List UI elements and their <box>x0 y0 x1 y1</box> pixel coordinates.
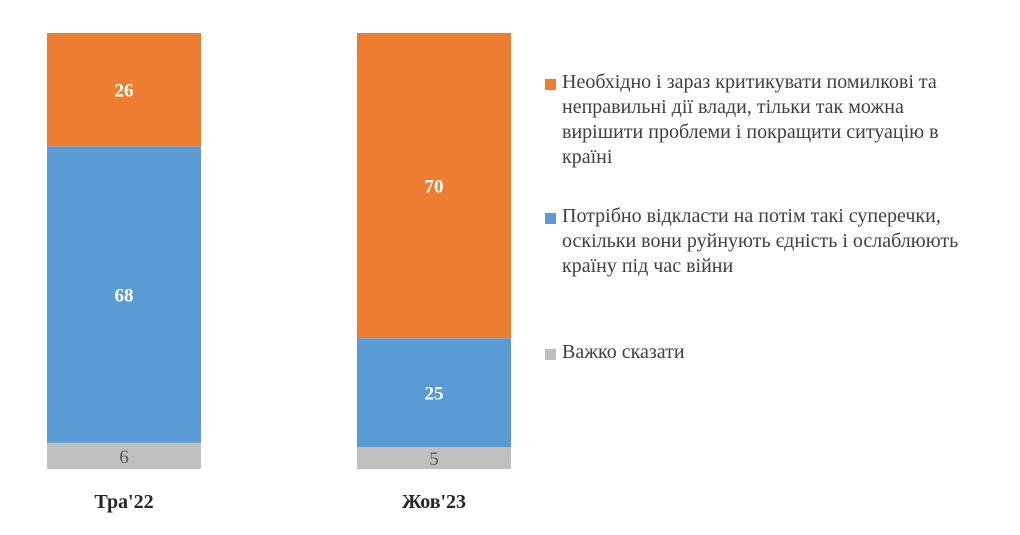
legend-label-2: Необхідно і зараз критикувати помилкові … <box>562 71 939 168</box>
bar-segment-1-2 <box>357 33 511 339</box>
data-label-1-2: 70 <box>425 177 444 198</box>
data-label-0-1: 68 <box>115 286 134 307</box>
category-label-0: Тра'22 <box>94 491 153 513</box>
legend-item-1: Потрібно відкласти на потім такі супереч… <box>545 204 982 279</box>
legend-swatch-0 <box>545 349 556 360</box>
bar-segment-1-0 <box>357 447 511 469</box>
data-label-0-0: 6 <box>119 447 129 468</box>
legend-item-0: Важко сказати <box>545 340 982 365</box>
legend-swatch-1 <box>545 213 556 224</box>
data-label-0-2: 26 <box>115 81 134 102</box>
category-label-1: Жов'23 <box>402 491 466 513</box>
bar-segment-0-2 <box>47 33 201 147</box>
bar-segment-1-1 <box>357 338 511 448</box>
bar-segment-0-1 <box>47 146 201 443</box>
legend-label-1: Потрібно відкласти на потім такі супереч… <box>562 205 959 277</box>
data-label-1-1: 25 <box>425 384 444 405</box>
bar-segment-0-0 <box>47 442 201 469</box>
legend-swatch-2 <box>545 79 556 90</box>
legend-item-2: Необхідно і зараз критикувати помилкові … <box>545 70 982 170</box>
data-label-1-0: 5 <box>429 449 439 470</box>
legend-label-0: Важко сказати <box>562 341 685 363</box>
